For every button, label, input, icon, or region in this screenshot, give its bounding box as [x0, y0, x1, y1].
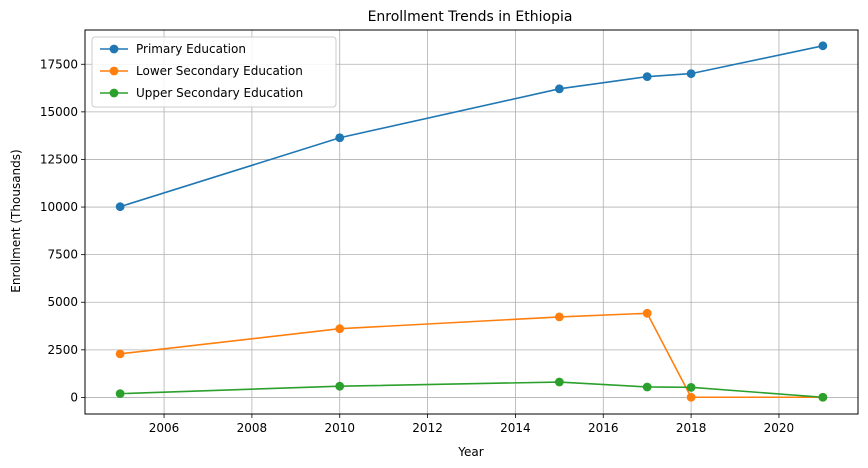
legend-label: Primary Education	[136, 42, 246, 56]
series-line	[120, 381, 823, 399]
legend-entry: Upper Secondary Education	[100, 86, 303, 100]
data-point	[554, 312, 564, 322]
series-layer	[115, 41, 828, 402]
series-1	[115, 41, 828, 212]
chart-title: Enrollment Trends in Ethiopia	[368, 9, 573, 25]
data-point	[686, 69, 696, 78]
data-point	[686, 392, 696, 402]
x-tick-label: 2010	[324, 421, 355, 435]
data-point	[642, 382, 652, 392]
data-point	[335, 324, 345, 334]
y-tick-label: 2500	[47, 343, 78, 357]
series-3	[115, 377, 828, 402]
data-point	[554, 377, 564, 387]
data-point	[642, 308, 652, 318]
x-tick-label: 2018	[676, 421, 707, 435]
y-tick-label: 10000	[40, 200, 78, 214]
y-tick-label: 17500	[40, 57, 78, 71]
data-point	[115, 349, 125, 359]
series-line	[120, 312, 823, 399]
y-axis-label: Enrollment (Thousands)	[9, 149, 23, 292]
x-tick-label: 2008	[237, 421, 268, 435]
legend-swatch-marker	[109, 44, 119, 54]
data-point	[686, 382, 696, 392]
x-tick-label: 2012	[412, 421, 443, 435]
plot-area-frame	[84, 29, 859, 415]
x-axis: 2006 2008 2010 2012 2014 2016 2018 2020	[149, 414, 794, 435]
data-point	[554, 84, 564, 94]
y-tick-label: 0	[70, 390, 78, 404]
legend-label: Upper Secondary Education	[136, 86, 303, 100]
y-tick-label: 5000	[47, 295, 78, 309]
legend-swatch-marker	[109, 88, 119, 98]
legend: Primary Education Lower Secondary Educati…	[91, 36, 337, 108]
y-axis: 0 2500 5000 7500 10000 12500 15000 17500	[40, 57, 85, 404]
x-tick-label: 2014	[500, 421, 531, 435]
legend-swatch-marker	[109, 66, 119, 76]
legend-box	[91, 36, 337, 108]
data-point	[642, 72, 652, 82]
y-tick-label: 12500	[40, 152, 78, 166]
x-tick-label: 2016	[588, 421, 619, 435]
series-line	[119, 45, 824, 208]
grid-lines	[85, 30, 858, 414]
data-point	[115, 389, 125, 399]
legend-label: Lower Secondary Education	[136, 64, 303, 78]
x-tick-label: 2006	[149, 421, 180, 435]
data-point	[335, 381, 345, 391]
data-point	[335, 133, 345, 143]
y-tick-label: 7500	[47, 248, 78, 262]
y-tick-label: 15000	[40, 105, 78, 119]
data-point	[115, 202, 125, 212]
legend-entry: Lower Secondary Education	[100, 64, 303, 78]
data-point	[818, 392, 828, 402]
x-tick-label: 2020	[764, 421, 795, 435]
legend-entry: Primary Education	[100, 42, 246, 56]
data-point	[818, 41, 828, 51]
x-axis-label: Year	[457, 445, 483, 459]
